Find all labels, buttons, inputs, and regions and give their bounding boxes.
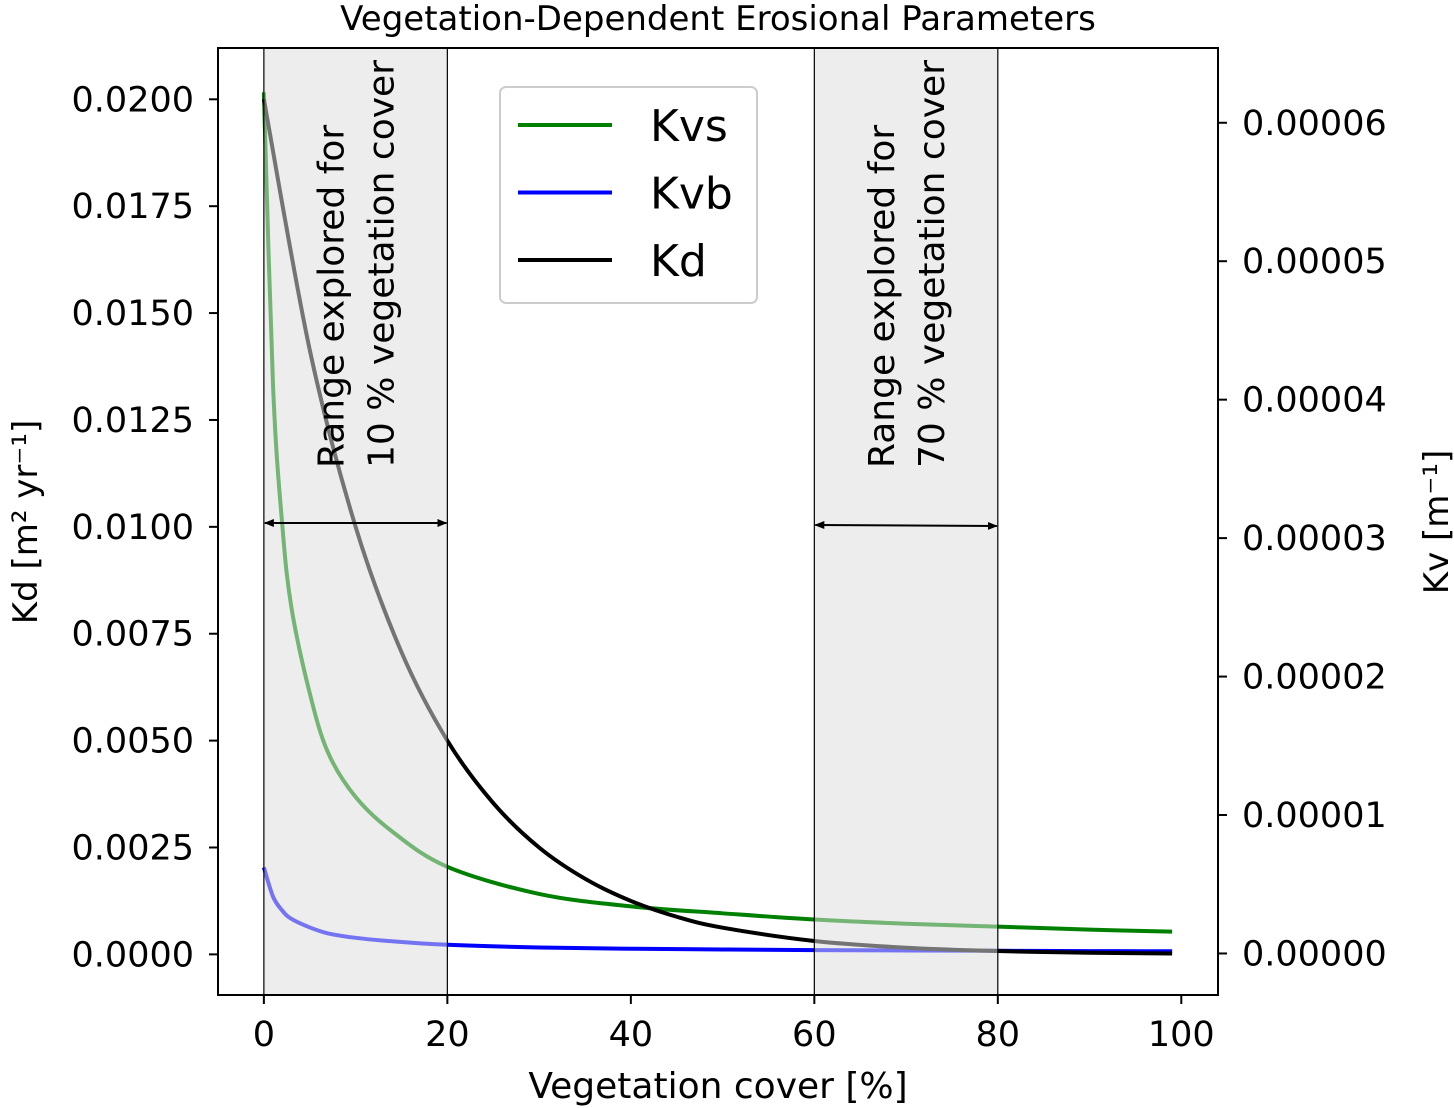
legend: Kvs Kvb Kd: [499, 86, 758, 304]
y-left-tick-label: 0.0175: [72, 187, 194, 227]
annotations: Range explored for 10 % vegetation cover R…: [263, 48, 999, 995]
y-left-tick-label: 0.0150: [72, 294, 194, 334]
y-axis-right-label: Kv [m⁻¹]: [1417, 450, 1454, 594]
chart-title: Vegetation-Dependent Erosional Parameter…: [340, 0, 1096, 39]
y-axis-right: 0.00000 0.00001 0.00002 0.00003 0.00004 0.000…: [1218, 104, 1387, 974]
y-left-tick-label: 0.0000: [72, 935, 194, 975]
x-axis: 0 20 40 60 80 100: [253, 995, 1215, 1055]
range-label-line2: 70 % vegetation cover: [912, 60, 953, 468]
shade-overlay-0: [263, 48, 448, 995]
y-left-tick-label: 0.0125: [72, 401, 194, 441]
x-tick-label: 0: [253, 1015, 275, 1055]
y-left-tick-label: 0.0075: [72, 615, 194, 655]
y-right-tick-label: 0.00003: [1242, 519, 1387, 559]
x-axis-label: Vegetation cover [%]: [528, 1066, 907, 1107]
y-right-tick-label: 0.00000: [1242, 934, 1387, 974]
x-tick-label: 20: [425, 1015, 470, 1055]
y-right-tick-label: 0.00004: [1242, 381, 1387, 421]
x-tick-label: 100: [1148, 1015, 1215, 1055]
y-axis-left: 0.0000 0.0025 0.0050 0.0075 0.0100 0.0125 0.01…: [72, 80, 218, 975]
range-arrow: [814, 521, 998, 530]
y-right-tick-label: 0.00005: [1242, 242, 1387, 282]
y-right-tick-label: 0.00006: [1242, 104, 1387, 144]
x-tick-label: 80: [976, 1015, 1021, 1055]
shade-overlay-1: [814, 48, 998, 995]
y-left-tick-label: 0.0050: [72, 722, 194, 762]
y-left-tick-label: 0.0025: [72, 828, 194, 868]
x-tick-label: 60: [792, 1015, 837, 1055]
range-label-line1: Range explored for: [862, 125, 903, 468]
y-left-tick-label: 0.0100: [72, 508, 194, 548]
legend-label-kvb: Kvb: [650, 169, 733, 220]
range-label-line1: Range explored for: [312, 125, 353, 468]
legend-label-kvs: Kvs: [650, 101, 728, 152]
y-axis-left-label: Kd [m² yr⁻¹]: [6, 420, 46, 624]
range-label-line2: 10 % vegetation cover: [362, 60, 403, 468]
legend-label-kd: Kd: [650, 236, 707, 287]
legend-box: [499, 86, 758, 304]
y-right-tick-label: 0.00001: [1242, 796, 1387, 836]
y-right-tick-label: 0.00002: [1242, 658, 1387, 698]
y-left-tick-label: 0.0200: [72, 80, 194, 120]
plot-frame: [217, 47, 1219, 996]
x-tick-label: 40: [609, 1015, 654, 1055]
